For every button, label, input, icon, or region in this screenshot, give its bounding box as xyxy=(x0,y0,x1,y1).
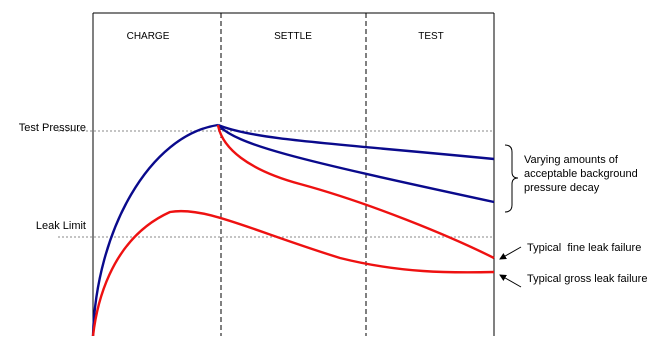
fine-leak-arrow xyxy=(499,246,522,260)
background-decay-line-1: Varying amounts of xyxy=(524,154,619,166)
leak-limit-label: Leak Limit xyxy=(36,220,86,232)
gross-leak-label: Typical gross leak failure xyxy=(527,273,647,285)
phase-label-test: TEST xyxy=(418,31,444,42)
test-pressure-label: Test Pressure xyxy=(19,122,86,134)
acceptable-high-decay-curve xyxy=(217,124,495,204)
background-decay-line-2: acceptable background xyxy=(524,168,638,180)
fine-leak-label: Typical fine leak failure xyxy=(527,242,641,254)
gross-leak-failure-curve xyxy=(91,209,495,337)
background-decay-line-3: pressure decay xyxy=(524,182,600,194)
charge-rise-curve xyxy=(91,123,219,337)
phase-label-charge: CHARGE xyxy=(127,31,170,42)
fine-leak-failure-curve xyxy=(216,124,495,260)
acceptable-low-decay-curve xyxy=(217,123,495,161)
background-decay-brace xyxy=(504,144,519,213)
gross-leak-arrow xyxy=(499,274,522,288)
phase-label-settle: SETTLE xyxy=(274,31,312,42)
